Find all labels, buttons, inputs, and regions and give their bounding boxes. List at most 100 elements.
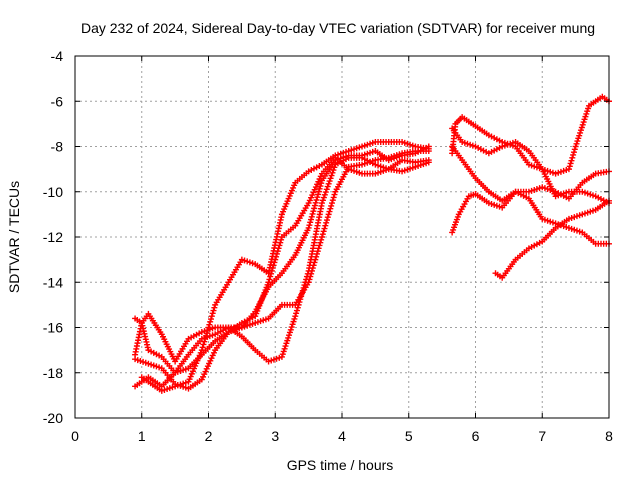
data-point-marker — [315, 245, 322, 252]
data-point-marker — [208, 313, 215, 320]
data-point-marker — [320, 228, 327, 235]
data-point-marker — [316, 242, 323, 249]
data-series — [138, 138, 432, 394]
y-tick-label: -12 — [43, 229, 63, 245]
data-point-marker — [310, 208, 317, 215]
data-point-marker — [330, 194, 337, 201]
data-point-marker — [279, 351, 286, 358]
x-tick-label: 5 — [405, 428, 413, 444]
data-point-marker — [313, 253, 320, 260]
data-point-marker — [579, 121, 586, 128]
data-point-marker — [307, 216, 314, 223]
x-tick-labels: 0 1 2 3 4 5 6 7 8 — [71, 428, 613, 444]
data-point-marker — [578, 124, 585, 131]
data-point-marker — [583, 110, 590, 117]
data-point-marker — [327, 205, 334, 212]
y-tick-label: -8 — [51, 139, 64, 155]
y-tick-label: -16 — [43, 320, 63, 336]
x-axis-label: GPS time / hours — [287, 457, 394, 473]
data-point-marker — [285, 334, 292, 341]
y-tick-label: -20 — [43, 410, 63, 426]
data-point-marker — [328, 172, 335, 179]
data-point-marker — [318, 200, 325, 207]
data-point-marker — [280, 348, 287, 355]
data-point-marker — [311, 205, 318, 212]
data-point-marker — [293, 310, 300, 317]
data-point-marker — [298, 290, 305, 297]
data-point-marker — [322, 189, 329, 196]
data-point-marker — [323, 217, 330, 224]
data-point-marker — [316, 185, 323, 192]
data-point-marker — [575, 135, 582, 142]
data-point-marker — [283, 340, 290, 347]
data-point-marker — [324, 183, 331, 190]
data-point-marker — [585, 105, 592, 112]
data-point-marker — [209, 310, 216, 317]
data-point-marker — [323, 219, 330, 226]
data-point-marker — [323, 186, 330, 193]
data-point-marker — [315, 188, 322, 195]
data-point-marker — [205, 324, 212, 331]
y-tick-label: -14 — [43, 274, 63, 290]
data-point-marker — [308, 270, 315, 277]
data-point-marker — [577, 127, 584, 134]
data-point-marker — [278, 353, 285, 360]
data-point-marker — [570, 149, 577, 156]
data-point-marker — [313, 250, 320, 257]
data-point-marker — [203, 330, 210, 337]
data-point-marker — [202, 332, 209, 339]
data-point-marker — [317, 183, 324, 190]
data-series — [449, 93, 612, 177]
data-point-marker — [200, 341, 207, 348]
data-point-marker — [286, 332, 293, 339]
data-point-marker — [208, 316, 215, 323]
y-tick-label: -10 — [43, 184, 63, 200]
data-point-marker — [570, 151, 577, 158]
data-point-marker — [204, 327, 211, 334]
x-tick-label: 3 — [271, 428, 279, 444]
data-point-marker — [311, 259, 318, 266]
data-point-marker — [584, 108, 591, 115]
data-point-marker — [289, 321, 296, 328]
data-point-marker — [308, 267, 315, 274]
data-point-marker — [202, 335, 209, 342]
data-point-marker — [331, 164, 338, 171]
data-point-marker — [288, 324, 295, 331]
x-tick-label: 4 — [338, 428, 346, 444]
data-point-marker — [320, 194, 327, 201]
data-point-marker — [425, 145, 432, 152]
data-point-marker — [330, 167, 337, 174]
x-tick-label: 2 — [205, 428, 213, 444]
data-point-marker — [282, 343, 289, 350]
data-point-marker — [305, 224, 312, 231]
data-point-marker — [293, 307, 300, 314]
data-point-marker — [210, 307, 217, 314]
data-point-marker — [309, 265, 316, 272]
data-point-marker — [306, 276, 313, 283]
data-point-marker — [291, 315, 298, 322]
data-point-marker — [565, 166, 572, 173]
data-point-marker — [328, 200, 335, 207]
data-point-marker — [325, 211, 332, 218]
data-point-marker — [329, 197, 336, 204]
data-point-marker — [309, 210, 316, 217]
data-series — [449, 125, 612, 207]
data-point-marker — [581, 116, 588, 123]
y-tick-label: -18 — [43, 365, 63, 381]
data-point-marker — [322, 222, 329, 229]
x-tick-label: 0 — [71, 428, 79, 444]
data-point-marker — [318, 234, 325, 240]
data-point-marker — [568, 157, 575, 164]
data-point-marker — [326, 178, 333, 185]
data-point-marker — [312, 199, 319, 206]
data-point-marker — [572, 143, 579, 150]
data-point-marker — [331, 191, 338, 198]
data-point-marker — [314, 194, 321, 201]
data-point-marker — [284, 337, 291, 344]
data-point-marker — [211, 304, 218, 311]
data-point-marker — [312, 256, 319, 263]
data-point-marker — [580, 119, 587, 126]
data-point-marker — [321, 191, 328, 198]
data-point-marker — [314, 248, 321, 255]
